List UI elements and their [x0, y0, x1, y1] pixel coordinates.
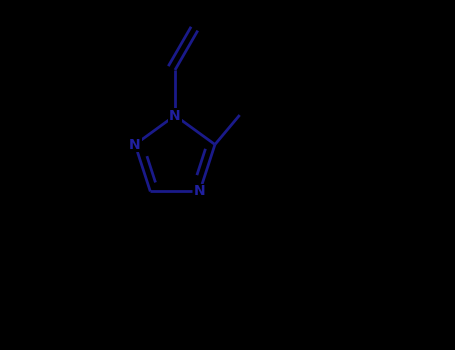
- Text: N: N: [194, 184, 206, 198]
- Text: N: N: [129, 138, 141, 152]
- Text: N: N: [169, 108, 181, 122]
